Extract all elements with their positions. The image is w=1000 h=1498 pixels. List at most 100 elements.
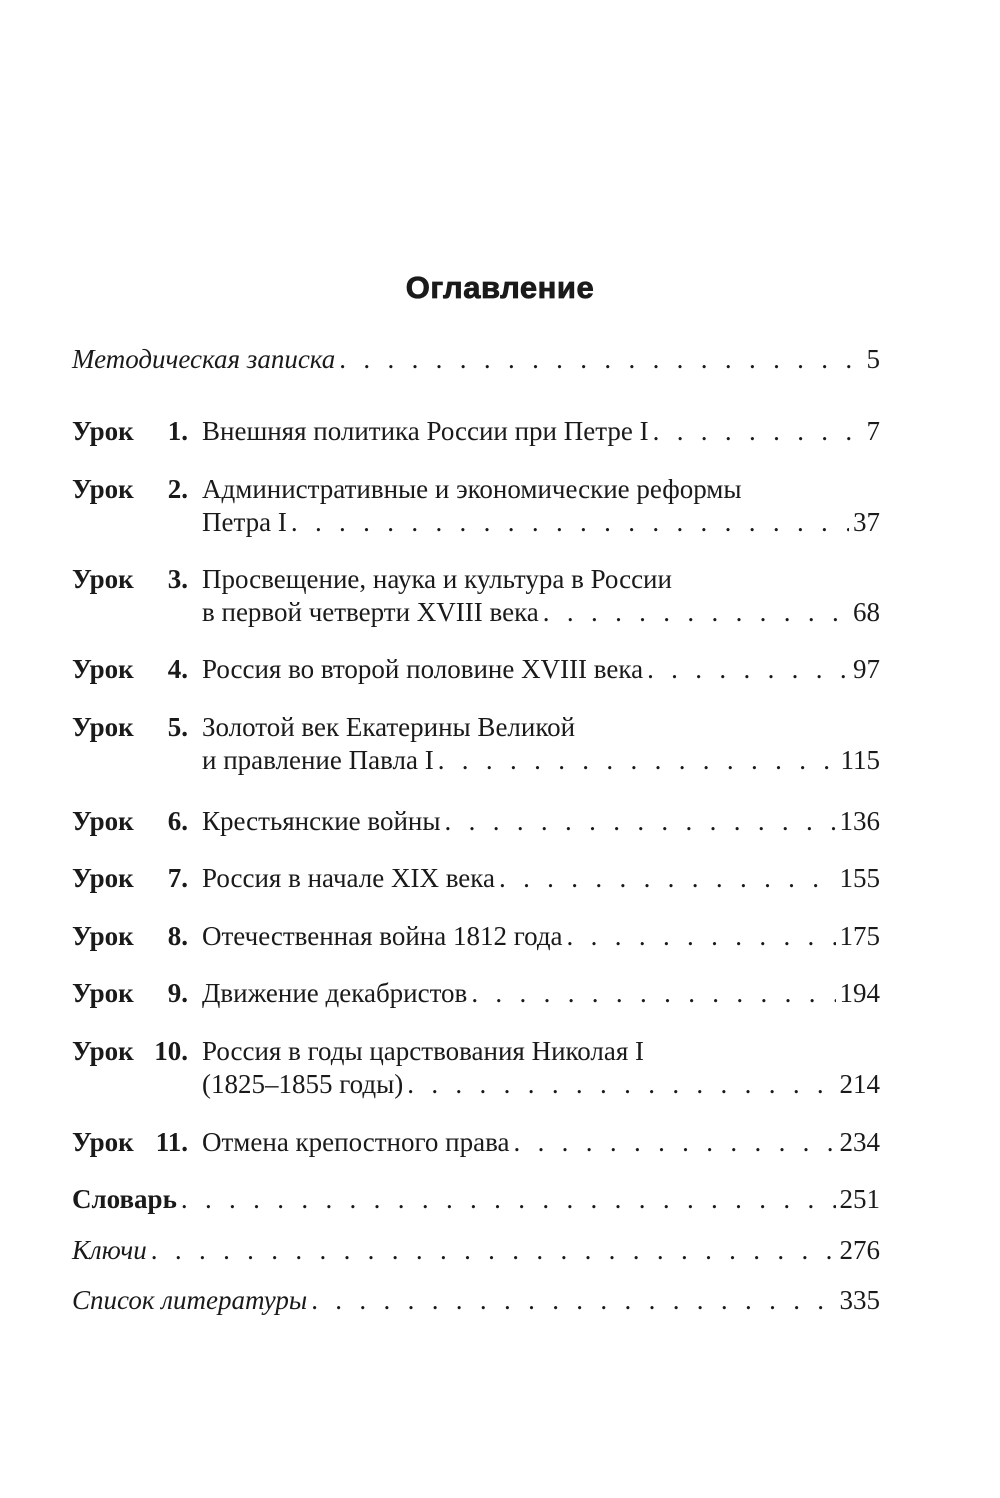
toc-entry-intro[interactable]: Методическая записка. . . . . . . . . . … (72, 343, 880, 376)
toc-entry-lesson[interactable]: Урок 6. Крестьянские войны. . . . . . . . … (72, 805, 880, 838)
lesson-label: Урок (72, 1127, 134, 1157)
entry-title: Внешняя политика России при Петре I (202, 416, 649, 446)
entry-title: Движение декабристов (202, 978, 468, 1008)
lesson-label: Урок (72, 921, 134, 951)
entry-title: в первой четверти XVIII века (202, 597, 539, 627)
dot-leader: . . . . . . . . . . . . . . . . . . . . … (311, 1285, 835, 1315)
toc-entry-lesson[interactable]: Урок 5. Золотой век Екатерины Великой и пра… (72, 711, 880, 777)
toc-entry-lesson[interactable]: Урок 7. Россия в начале XIX века. . . . . … (72, 862, 880, 895)
lesson-number: 1. (167, 416, 188, 446)
dot-leader: . . . . . . . . . . . . . . . . . . . . … (542, 597, 849, 627)
toc-row: Ключи. . . . . . . . . . . . . . . . . .… (72, 1234, 880, 1267)
page-number: 194 (839, 978, 881, 1008)
entry-title: Список литературы (72, 1285, 308, 1315)
entry-title: Отечественная война 1812 года (202, 921, 563, 951)
dot-leader: . . . . . . . . . . . . . . . . . . . . … (566, 921, 836, 951)
lesson-number: 5. (167, 712, 188, 742)
dot-leader: . . . . . . . . . . . . . . . . . . . . … (498, 863, 836, 893)
page-number: 234 (839, 1127, 881, 1157)
toc-row: Петра I. . . . . . . . . . . . . . . . .… (72, 506, 880, 539)
toc-entry-lesson[interactable]: Урок 1. Внешняя политика России при Петре … (72, 415, 880, 448)
toc-row: Урок 11. Отмена крепостного права. . . . .… (72, 1126, 880, 1159)
dot-leader: . . . . . . . . . . . . . . . . . . . . … (471, 978, 835, 1008)
dot-leader: . . . . . . . . . . . . . . . . . . . . … (437, 745, 837, 775)
dot-leader: . . . . . . . . . . . . . . . . . . . . … (407, 1069, 835, 1099)
toc-row: Урок 10. Россия в годы царствования Никола… (72, 1035, 880, 1068)
entry-title: Крестьянские войны (202, 806, 441, 836)
page-number: 5 (866, 344, 881, 374)
page-number: 37 (853, 507, 880, 537)
toc-entry-appendix[interactable]: Ключи. . . . . . . . . . . . . . . . . .… (72, 1234, 880, 1267)
entry-title: Просвещение, наука и культура в России (202, 564, 672, 594)
toc-row: Урок 5. Золотой век Екатерины Великой (72, 711, 880, 744)
entry-title: Россия в начале XIX века (202, 863, 495, 893)
dot-leader: . . . . . . . . . . . . . . . . . . . . … (180, 1184, 836, 1214)
page-number: 214 (839, 1069, 881, 1099)
entry-title: Методическая записка (72, 344, 336, 374)
entry-title: Отмена крепостного права (202, 1127, 510, 1157)
toc-row: Словарь. . . . . . . . . . . . . . . . .… (72, 1183, 880, 1216)
page-number: 276 (839, 1235, 881, 1265)
lesson-label: Урок (72, 654, 134, 684)
lesson-number: 4. (167, 654, 188, 684)
toc-row: в первой четверти XVIII века. . . . . . … (72, 596, 880, 629)
toc-row: Урок 4. Россия во второй половине XVIII ве… (72, 653, 880, 686)
toc-row: и правление Павла I. . . . . . . . . . .… (72, 744, 880, 777)
dot-leader: . . . . . . . . . . . . . . . . . . . . … (652, 416, 863, 446)
page-number: 115 (840, 745, 881, 775)
toc-row: Урок 1. Внешняя политика России при Петре … (72, 415, 880, 448)
toc-row: Урок 3. Просвещение, наука и культура в Ро… (72, 563, 880, 596)
lesson-label: Урок (72, 474, 134, 504)
toc-entry-appendix[interactable]: Список литературы. . . . . . . . . . . .… (72, 1284, 880, 1317)
lesson-number: 8. (167, 921, 188, 951)
toc-entry-lesson[interactable]: Урок 3. Просвещение, наука и культура в Ро… (72, 563, 880, 629)
dot-leader: . . . . . . . . . . . . . . . . . . . . … (444, 806, 836, 836)
dot-leader: . . . . . . . . . . . . . . . . . . . . … (150, 1235, 836, 1265)
lesson-number: 2. (167, 474, 188, 504)
lesson-label: Урок (72, 564, 134, 594)
entry-title: Петра I (202, 507, 287, 537)
page-number: 136 (839, 806, 881, 836)
lesson-label: Урок (72, 712, 134, 742)
toc-row: Урок 2. Административные и экономические р… (72, 473, 880, 506)
lesson-label: Урок (72, 416, 134, 446)
toc-row: Урок 8. Отечественная война 1812 года. . .… (72, 920, 880, 953)
lesson-label: Урок (72, 1036, 134, 1066)
dot-leader: . . . . . . . . . . . . . . . . . . . . … (513, 1127, 835, 1157)
entry-title: Ключи (72, 1235, 147, 1265)
page-number: 251 (839, 1184, 881, 1214)
dot-leader: . . . . . . . . . . . . . . . . . . . . … (339, 344, 862, 374)
lesson-number: 7. (167, 863, 188, 893)
toc-entry-lesson[interactable]: Урок 8. Отечественная война 1812 года. . .… (72, 920, 880, 953)
page-number: 97 (853, 654, 880, 684)
dot-leader: . . . . . . . . . . . . . . . . . . . . … (290, 507, 849, 537)
lesson-number: 11. (155, 1127, 188, 1157)
toc-row: Список литературы. . . . . . . . . . . .… (72, 1284, 880, 1317)
page-number: 68 (853, 597, 880, 627)
entry-title: Словарь (72, 1184, 177, 1214)
toc-row: (1825–1855 годы). . . . . . . . . . . . … (72, 1068, 880, 1101)
lesson-number: 6. (167, 806, 188, 836)
lesson-label: Урок (72, 806, 134, 836)
toc-entry-lesson[interactable]: Урок 11. Отмена крепостного права. . . . .… (72, 1126, 880, 1159)
page-number: 175 (839, 921, 881, 951)
lesson-label: Урок (72, 978, 134, 1008)
entry-title: Россия в годы царствования Николая I (202, 1036, 645, 1066)
lesson-label: Урок (72, 863, 134, 893)
toc-entry-lesson[interactable]: Урок 2. Административные и экономические р… (72, 473, 880, 539)
lesson-number: 3. (167, 564, 188, 594)
page-title: Оглавление (405, 270, 595, 306)
entry-title: Россия во второй половине XVIII века (202, 654, 644, 684)
toc-entry-lesson[interactable]: Урок 10. Россия в годы царствования Никола… (72, 1035, 880, 1101)
toc-entry-appendix[interactable]: Словарь. . . . . . . . . . . . . . . . .… (72, 1183, 880, 1216)
toc-row: Урок 6. Крестьянские войны. . . . . . . . … (72, 805, 880, 838)
toc-row: Урок 9. Движение декабристов. . . . . . . … (72, 977, 880, 1010)
entry-title: Золотой век Екатерины Великой (202, 712, 576, 742)
lesson-number: 10. (154, 1036, 188, 1066)
dot-leader: . . . . . . . . . . . . . . . . . . . . … (647, 654, 849, 684)
toc-entry-lesson[interactable]: Урок 9. Движение декабристов. . . . . . . … (72, 977, 880, 1010)
page-number: 7 (866, 416, 881, 446)
toc-entry-lesson[interactable]: Урок 4. Россия во второй половине XVIII ве… (72, 653, 880, 686)
entry-title: и правление Павла I (202, 745, 434, 775)
page-number: 155 (839, 863, 881, 893)
